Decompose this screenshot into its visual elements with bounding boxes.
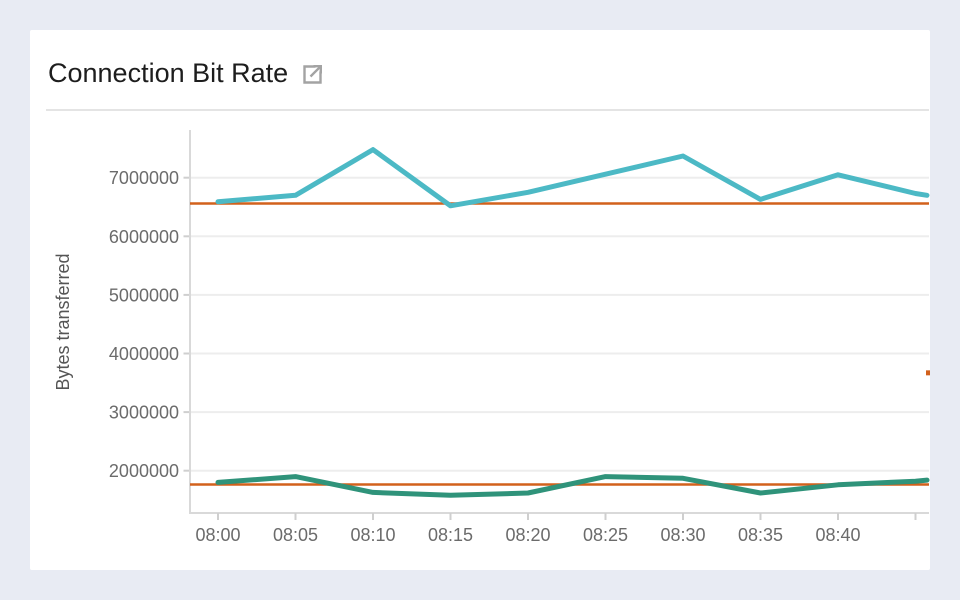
upper-series-line bbox=[215, 147, 930, 209]
x-tick-label: 08:30 bbox=[660, 525, 705, 545]
y-axis-title: Bytes transferred bbox=[53, 253, 73, 390]
y-tick-label: 5000000 bbox=[109, 285, 179, 305]
x-tick-label: 08:00 bbox=[195, 525, 240, 545]
bit-rate-chart: 2000000 3000000 4000000 5000000 6000000 70000… bbox=[53, 130, 930, 545]
y-tick-label: 3000000 bbox=[109, 403, 179, 423]
x-tick-label: 08:35 bbox=[738, 525, 783, 545]
chart-card: Connection Bit Rate 2000000 3000000 400000… bbox=[30, 30, 930, 570]
y-tick-label: 7000000 bbox=[109, 168, 179, 188]
chart-title: Connection Bit Rate bbox=[48, 58, 289, 88]
x-tick-label: 08:25 bbox=[583, 525, 628, 545]
x-tick-label: 08:10 bbox=[350, 525, 395, 545]
x-tick-label: 08:40 bbox=[815, 525, 860, 545]
popout-icon bbox=[302, 64, 322, 84]
x-tick-label: 08:15 bbox=[428, 525, 473, 545]
y-tick-label: 6000000 bbox=[109, 227, 179, 247]
x-tick-label: 08:05 bbox=[273, 525, 318, 545]
y-tick-label: 4000000 bbox=[109, 344, 179, 364]
popout-button[interactable] bbox=[300, 62, 324, 86]
x-tick-label: 08:20 bbox=[505, 525, 550, 545]
edge-marker bbox=[926, 370, 930, 376]
y-tick-label: 2000000 bbox=[109, 461, 179, 481]
header-divider bbox=[46, 109, 929, 111]
lower-series-line bbox=[215, 474, 930, 498]
chart-header: Connection Bit Rate bbox=[30, 30, 930, 90]
